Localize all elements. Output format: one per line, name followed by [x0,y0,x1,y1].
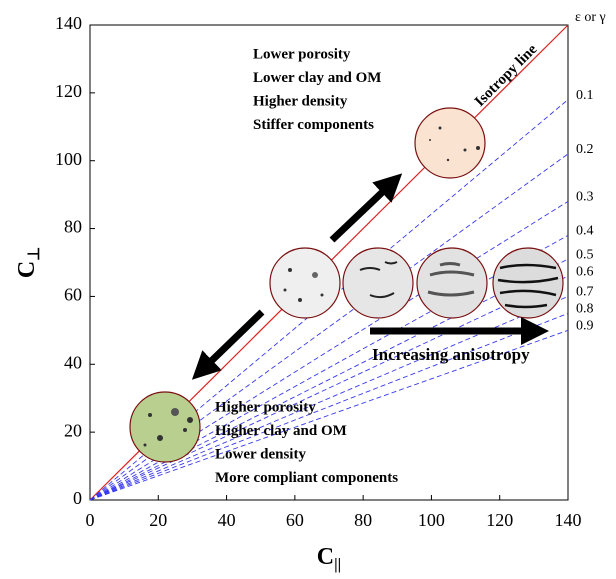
annotation: Higher porosity [215,399,316,415]
y-tick-label: 140 [55,13,82,33]
axis-title-text: C [317,544,334,570]
series-line [89,312,569,501]
x-tick-label: 100 [418,510,445,530]
x-tick-label: 40 [218,510,236,530]
annotation: Higher density [253,93,348,109]
x-tick-label: 20 [149,510,167,530]
annotation: Increasing anisotropy [372,345,530,364]
arrows [191,173,549,380]
sample-illustrations [129,107,564,463]
x-tick-label: 60 [286,510,304,530]
sample-texture [143,126,559,447]
series-label: 0.6 [576,264,594,279]
y-tick-label: 0 [73,488,82,508]
series-label: 0.4 [576,224,594,239]
annotation: Higher clay and OM [215,423,347,439]
annotation: Lower clay and OM [253,70,381,86]
y-tick-label: 60 [64,285,82,305]
y-tick-label: 100 [55,149,82,169]
series-label: Isotropy line [472,41,541,110]
legend-title: ε or γ [575,10,606,25]
y-tick-label: 120 [55,81,82,101]
annotation: More compliant components [215,470,398,486]
series-label: 0.8 [576,302,594,317]
axis-title-subscript: || [334,556,341,573]
series-label: 0.9 [576,319,594,334]
series-line [89,329,569,501]
x-tick-label: 0 [86,510,95,530]
annotation: Stiffer components [253,117,374,133]
series-label: 0.2 [576,142,594,157]
series-line [89,201,569,501]
series-label: 0.1 [576,88,594,103]
series-label: 0.5 [576,247,594,262]
x-tick-label: 80 [354,510,372,530]
x-tick-label: 140 [555,510,582,530]
axes-box [89,24,569,501]
y-tick-label: 20 [64,420,82,440]
annotation: Lower porosity [253,46,351,62]
y-tick-label: 40 [64,352,82,372]
axis-title: C|| [317,544,341,573]
series-label: 0.7 [576,285,594,300]
series-label: 0.3 [576,190,594,205]
axis-title: C⊥ [14,247,43,278]
series-line [89,275,569,501]
axis-title-subscript: ⊥ [26,247,43,261]
axis-title-text: C [14,261,40,278]
y-tick-label: 80 [64,217,82,237]
x-tick-label: 120 [486,510,513,530]
annotation: Lower density [215,446,306,462]
